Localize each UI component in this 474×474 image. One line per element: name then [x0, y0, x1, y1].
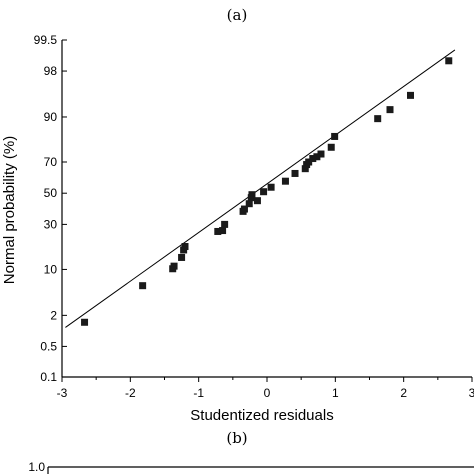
data-point	[181, 243, 189, 251]
data-point	[240, 205, 248, 213]
x-tick-label: -3	[57, 386, 68, 400]
y-tick-label: 90	[44, 110, 58, 124]
y-ticks: 0.1 0.5 2 10 30 50 70 90 98 99.5	[34, 33, 67, 384]
y-tick-label: 98	[44, 64, 58, 78]
data-point	[81, 318, 89, 326]
data-points	[81, 57, 453, 326]
y-tick-label: 0.1	[40, 370, 57, 384]
data-point	[407, 91, 414, 99]
data-point	[309, 155, 317, 163]
data-point	[170, 262, 178, 270]
x-ticks: -3 -2 -1 0 1 2 3	[57, 377, 474, 400]
y-tick-label: 2	[50, 308, 57, 322]
y-tick-label: 30	[44, 217, 58, 231]
data-point	[301, 165, 309, 173]
data-point	[267, 183, 275, 191]
plot-area: -3 -2 -1 0 1 2 3 0.1 0.5 2 10 30 50 70 90 98 99.5	[34, 33, 474, 400]
bottom-panel-fragment: 1.0	[28, 460, 474, 474]
x-tick-label: -1	[193, 386, 204, 400]
data-point	[139, 282, 147, 290]
data-point	[219, 227, 227, 235]
data-point	[221, 220, 229, 228]
y-axis-title: Normal probability (%)	[1, 136, 18, 284]
data-point	[248, 191, 256, 199]
data-point	[386, 106, 394, 114]
y-tick-label: 70	[44, 155, 58, 169]
data-point	[313, 153, 321, 161]
data-point	[291, 169, 299, 177]
data-point	[281, 177, 289, 185]
x-tick-label: 0	[264, 386, 271, 400]
y-tick-label: 50	[44, 186, 58, 200]
x-tick-label: 3	[469, 386, 474, 400]
data-point	[327, 143, 335, 151]
data-point	[214, 227, 222, 235]
data-point	[260, 188, 268, 196]
data-point	[305, 158, 313, 166]
bottom-panel-tick-label: 1.0	[28, 460, 45, 474]
y-tick-label: 10	[44, 262, 58, 276]
data-point	[331, 132, 339, 140]
x-tick-label: 2	[400, 386, 407, 400]
data-point	[253, 197, 261, 205]
x-tick-label: -2	[125, 386, 136, 400]
data-point	[245, 200, 253, 208]
y-tick-label: 99.5	[34, 33, 58, 47]
data-point	[374, 115, 382, 123]
data-point	[445, 57, 453, 65]
panel-label-a: (a)	[227, 6, 248, 24]
y-tick-label: 0.5	[40, 339, 57, 353]
x-tick-label: 1	[332, 386, 339, 400]
x-axis-title: Studentized residuals	[190, 407, 333, 424]
panel-label-b: (b)	[226, 429, 247, 447]
data-point	[178, 253, 186, 261]
data-point	[317, 150, 325, 158]
